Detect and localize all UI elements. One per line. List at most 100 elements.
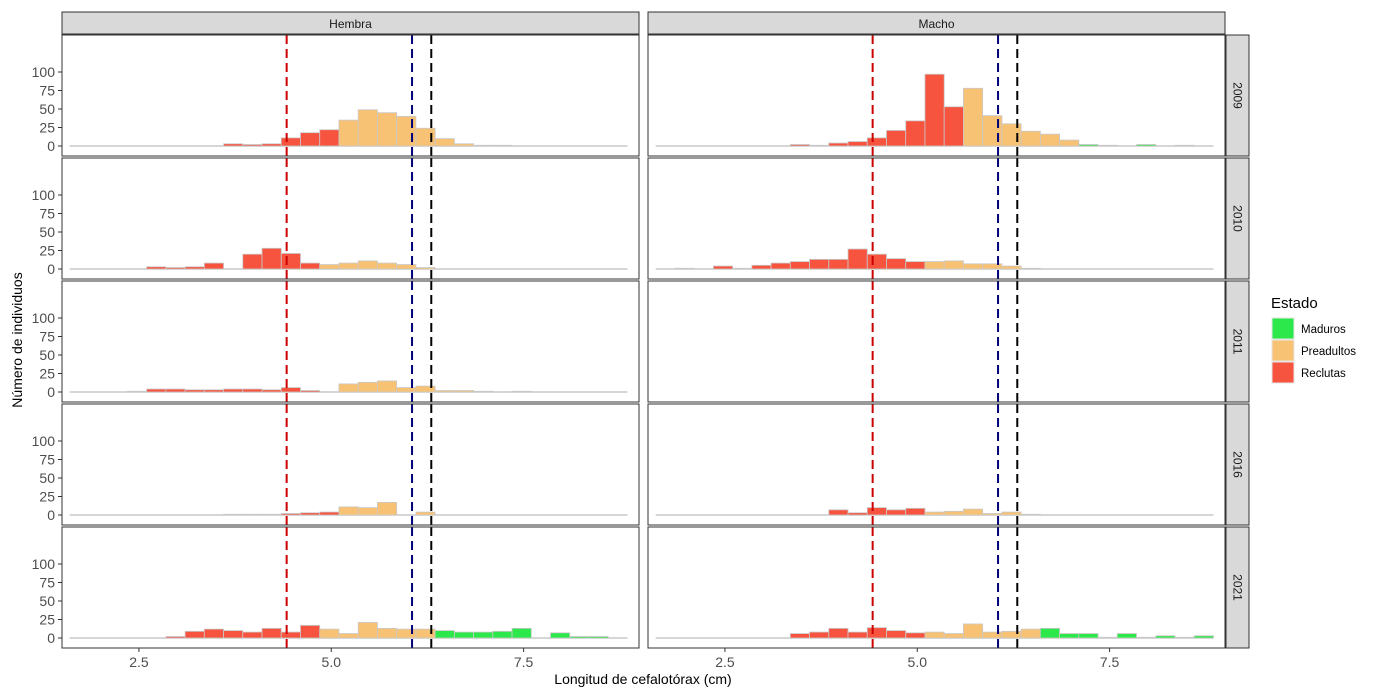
y-tick-label: 0	[47, 507, 55, 523]
histogram-bar-reclutas	[280, 513, 301, 516]
histogram-bar-preadultos	[1059, 139, 1080, 147]
histogram-bar-maduros	[1174, 144, 1195, 147]
y-tick-label: 25	[39, 243, 55, 259]
histogram-bar-reclutas	[300, 132, 321, 147]
histogram-bar-reclutas	[847, 141, 868, 147]
histogram-bar-reclutas	[789, 261, 810, 270]
histogram-bar-reclutas	[300, 390, 321, 393]
histogram-bar-preadultos	[338, 262, 359, 270]
histogram-bar-reclutas	[280, 253, 301, 270]
histogram-bar-reclutas	[886, 130, 907, 147]
histogram-bar-reclutas	[674, 267, 695, 270]
y-tick-label: 100	[32, 310, 56, 326]
panel-border	[647, 157, 1226, 280]
y-tick-label: 25	[39, 612, 55, 628]
histogram-bar-reclutas	[828, 627, 849, 639]
histogram-bar-maduros	[1116, 633, 1137, 639]
histogram-bar-preadultos	[943, 260, 964, 270]
histogram-bar-maduros	[1136, 144, 1157, 147]
x-tick-label: 5.0	[908, 654, 928, 670]
histogram-bar-maduros	[1039, 627, 1060, 639]
facet-strip-label: 2010	[1231, 205, 1245, 232]
y-tick-label: 75	[39, 329, 55, 345]
histogram-bar-reclutas	[751, 264, 772, 270]
histogram-bar-reclutas	[847, 248, 868, 270]
histogram-bar-reclutas	[261, 247, 282, 270]
facet-strip-column	[61, 11, 640, 35]
histogram-bar-reclutas	[828, 258, 849, 270]
y-tick-label: 50	[39, 101, 55, 117]
histogram-bar-reclutas	[242, 144, 263, 147]
panel-macho-2016	[647, 403, 1226, 526]
histogram-bar-preadultos	[1020, 130, 1041, 147]
y-tick-label: 100	[32, 556, 56, 572]
histogram-bar-reclutas	[905, 120, 926, 147]
x-tick-label: 7.5	[1100, 654, 1120, 670]
histogram-bar-maduros	[511, 627, 532, 639]
panel-background	[648, 527, 1225, 648]
histogram-bar-reclutas	[165, 388, 186, 393]
panel-hembra-2021	[61, 526, 640, 649]
histogram-bar-preadultos	[943, 510, 964, 516]
facet-strip-row	[1225, 280, 1250, 403]
histogram-bar-reclutas	[184, 389, 205, 393]
panel-border	[647, 280, 1226, 403]
histogram-bar-reclutas	[223, 630, 244, 639]
histogram-bar-maduros	[473, 631, 494, 639]
histogram-bar-preadultos	[377, 627, 398, 639]
histogram-bar-preadultos	[357, 381, 378, 393]
histogram-bar-maduros	[588, 636, 609, 639]
facet-strip-label: Hembra	[329, 17, 372, 31]
x-tick-label: 7.5	[514, 654, 534, 670]
histogram-bar-preadultos	[319, 628, 340, 639]
histogram-bar-preadultos	[511, 390, 532, 393]
legend-key-reclutas	[1271, 361, 1295, 384]
facet-strip-row	[1225, 34, 1250, 157]
histogram-bar-preadultos	[338, 506, 359, 516]
histogram-bar-preadultos	[415, 511, 436, 516]
panel-border	[61, 280, 640, 403]
y-tick-label: 50	[39, 470, 55, 486]
y-tick-label: 0	[47, 138, 55, 154]
panel-border	[647, 403, 1226, 526]
histogram-bar-reclutas	[319, 129, 340, 147]
histogram-bar-reclutas	[223, 513, 244, 516]
histogram-bar-preadultos	[924, 511, 945, 516]
y-tick-label: 50	[39, 347, 55, 363]
y-tick-label: 50	[39, 593, 55, 609]
y-tick-label: 0	[47, 261, 55, 277]
facet-strip-row	[1225, 526, 1250, 649]
y-tick-label: 75	[39, 83, 55, 99]
histogram-bar-reclutas	[280, 631, 301, 639]
facet-strip-label: 2009	[1231, 82, 1245, 109]
histogram-bar-reclutas	[886, 509, 907, 516]
panel-hembra-2016	[61, 403, 640, 526]
histogram-bar-reclutas	[847, 512, 868, 516]
y-tick-label: 25	[39, 366, 55, 382]
histogram-bar-reclutas	[300, 262, 321, 270]
legend: Estado Maduros Preadultos Reclutas	[1271, 295, 1356, 384]
histogram-bar-preadultos	[963, 508, 984, 516]
histogram-bar-preadultos	[924, 261, 945, 270]
histogram-bar-preadultos	[963, 623, 984, 639]
histogram-bar-preadultos	[338, 383, 359, 393]
histogram-bar-reclutas	[828, 142, 849, 147]
histogram-bar-reclutas	[732, 267, 753, 270]
histogram-bar-preadultos	[396, 387, 417, 393]
legend-key-maduros	[1271, 317, 1295, 340]
histogram-bar-maduros	[1078, 633, 1099, 639]
histogram-bar-preadultos	[338, 633, 359, 639]
histogram-bar-maduros	[1193, 635, 1214, 639]
histogram-bar-preadultos	[396, 264, 417, 270]
histogram-bar-reclutas	[165, 636, 186, 639]
legend-label: Maduros	[1301, 324, 1346, 336]
histogram-bar-reclutas	[712, 265, 734, 270]
panels-layer	[61, 34, 1226, 649]
x-tick-label: 2.5	[129, 654, 149, 670]
histogram-bar-preadultos	[377, 112, 398, 147]
panel-background	[62, 404, 639, 525]
histogram-bar-reclutas	[223, 388, 244, 393]
legend-label: Reclutas	[1301, 368, 1346, 380]
histogram-bar-reclutas	[242, 388, 263, 393]
legend-title: Estado	[1271, 295, 1318, 312]
